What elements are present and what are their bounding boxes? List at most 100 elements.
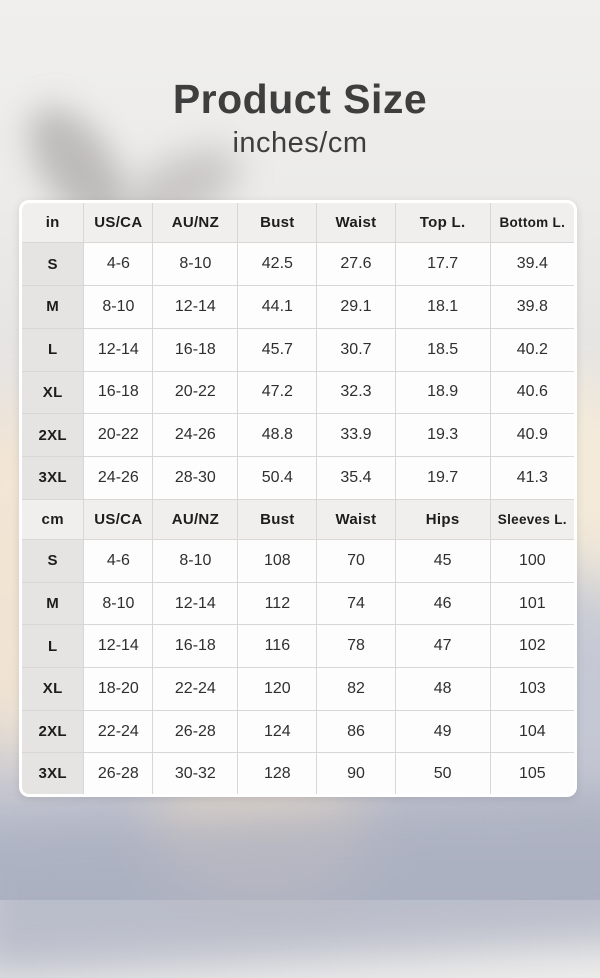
size-label-cell: XL <box>22 668 85 711</box>
table-cell: 124 <box>238 710 318 754</box>
table-cell: 33.9 <box>317 414 396 457</box>
table-cell: 39.8 <box>490 286 574 329</box>
column-header-cell: US/CA <box>84 203 154 244</box>
table-cell: 19.3 <box>395 414 491 457</box>
table-cell: 40.9 <box>490 414 574 457</box>
table-cell: 22-24 <box>84 710 154 754</box>
table-cell: 12-14 <box>153 582 239 626</box>
table-cell: 24-26 <box>84 456 154 500</box>
table-cell: 100 <box>490 540 574 583</box>
table-cell: 30-32 <box>153 753 239 794</box>
size-label-cell: M <box>22 286 85 329</box>
table-cell: 105 <box>490 753 574 794</box>
column-header-cell: Waist <box>317 203 396 244</box>
table-cell: 128 <box>238 753 318 794</box>
column-header-cell: AU/NZ <box>153 499 239 540</box>
size-label-cell: 3XL <box>22 456 85 500</box>
table-cell: 49 <box>395 710 491 754</box>
table-cell: 40.2 <box>490 328 574 372</box>
table-row: S 4-6 8-10 42.5 27.6 17.7 39.4 <box>22 243 574 287</box>
table-row: 2XL 22-24 26-28 124 86 49 104 <box>22 710 574 754</box>
table-row: L 12-14 16-18 116 78 47 102 <box>22 625 574 669</box>
table-cell: 120 <box>238 668 318 711</box>
table-cell: 26-28 <box>153 710 239 754</box>
table-cell: 101 <box>490 582 574 626</box>
table-cell: 50 <box>395 753 491 794</box>
table-cell: 103 <box>490 668 574 711</box>
table-cell: 18.5 <box>395 328 491 372</box>
column-header-cell: Top L. <box>395 203 491 244</box>
table-cell: 16-18 <box>84 371 154 415</box>
table-cell: 116 <box>238 625 318 669</box>
table-cell: 18-20 <box>84 668 154 711</box>
table-cell: 48.8 <box>238 414 318 457</box>
table-cell: 50.4 <box>238 456 318 500</box>
table-row: 2XL 20-22 24-26 48.8 33.9 19.3 40.9 <box>22 414 574 457</box>
table-cell: 16-18 <box>153 328 239 372</box>
table-cell: 108 <box>238 540 318 583</box>
table-cell: 35.4 <box>317 456 396 500</box>
table-cell: 102 <box>490 625 574 669</box>
title-block: Product Size inches/cm <box>0 76 600 160</box>
table-cell: 86 <box>317 710 396 754</box>
column-header-cell: Waist <box>317 499 396 540</box>
table-cell: 4-6 <box>84 540 154 583</box>
table-cell: 47 <box>395 625 491 669</box>
size-label-cell: S <box>22 540 85 583</box>
table-row: S 4-6 8-10 108 70 45 100 <box>22 540 574 583</box>
table-cell: 24-26 <box>153 414 239 457</box>
size-label-cell: XL <box>22 371 85 415</box>
table-cell: 12-14 <box>84 328 154 372</box>
table-cell: 12-14 <box>84 625 154 669</box>
table-cell: 82 <box>317 668 396 711</box>
size-table-body: in US/CA AU/NZ Bust Waist Top L. Bottom L. S 4-6… <box>22 203 574 794</box>
size-label-cell: L <box>22 328 85 372</box>
table-cell: 29.1 <box>317 286 396 329</box>
table-cell: 39.4 <box>490 243 574 287</box>
table-cell: 41.3 <box>490 456 574 500</box>
table-cell: 74 <box>317 582 396 626</box>
horizon-blur-band <box>0 791 600 978</box>
column-header-cell: US/CA <box>84 499 154 540</box>
table-cell: 8-10 <box>84 582 154 626</box>
size-label-cell: L <box>22 625 85 669</box>
table-cell: 18.9 <box>395 371 491 415</box>
unit-header-cell: in <box>22 203 85 244</box>
table-cell: 90 <box>317 753 396 794</box>
column-header-cell: Hips <box>395 499 491 540</box>
table-cell: 112 <box>238 582 318 626</box>
table-cell: 19.7 <box>395 456 491 500</box>
unit-header-cell: cm <box>22 499 85 540</box>
table-cell: 16-18 <box>153 625 239 669</box>
table-cell: 26-28 <box>84 753 154 794</box>
table-header-row-cm: cm US/CA AU/NZ Bust Waist Hips Sleeves L. <box>22 499 574 540</box>
table-cell: 28-30 <box>153 456 239 500</box>
size-label-cell: 2XL <box>22 710 85 754</box>
column-header-cell: Bust <box>238 499 318 540</box>
table-cell: 40.6 <box>490 371 574 415</box>
size-table: in US/CA AU/NZ Bust Waist Top L. Bottom L. S 4-6… <box>22 203 574 794</box>
table-cell: 4-6 <box>84 243 154 287</box>
table-cell: 78 <box>317 625 396 669</box>
table-cell: 20-22 <box>153 371 239 415</box>
page-title: Product Size <box>172 76 428 122</box>
table-cell: 18.1 <box>395 286 491 329</box>
size-label-cell: S <box>22 243 85 287</box>
size-label-cell: M <box>22 582 85 626</box>
table-cell: 32.3 <box>317 371 396 415</box>
size-label-cell: 2XL <box>22 414 85 457</box>
table-cell: 44.1 <box>238 286 318 329</box>
table-row: M 8-10 12-14 44.1 29.1 18.1 39.8 <box>22 286 574 329</box>
table-row: 3XL 24-26 28-30 50.4 35.4 19.7 41.3 <box>22 456 574 500</box>
table-cell: 22-24 <box>153 668 239 711</box>
size-label-cell: 3XL <box>22 753 85 794</box>
table-cell: 104 <box>490 710 574 754</box>
table-row: 3XL 26-28 30-32 128 90 50 105 <box>22 753 574 794</box>
column-header-cell: AU/NZ <box>153 203 239 244</box>
table-cell: 27.6 <box>317 243 396 287</box>
column-header-cell: Bust <box>238 203 318 244</box>
page-subtitle: inches/cm <box>232 127 368 159</box>
table-cell: 46 <box>395 582 491 626</box>
table-cell: 47.2 <box>238 371 318 415</box>
table-cell: 20-22 <box>84 414 154 457</box>
